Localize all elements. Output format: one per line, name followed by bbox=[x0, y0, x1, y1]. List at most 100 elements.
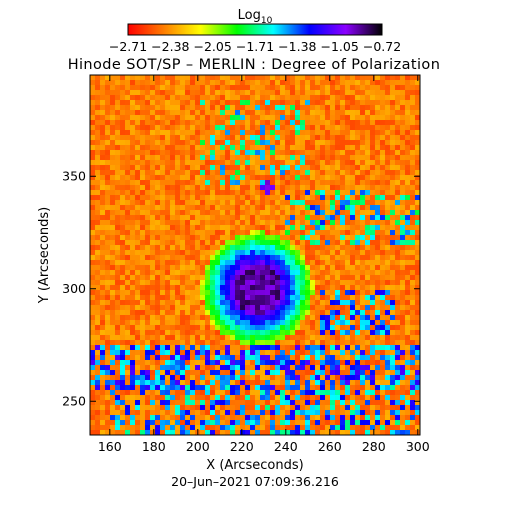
heatmap-cell bbox=[180, 320, 186, 326]
heatmap-cell bbox=[315, 335, 321, 341]
heatmap-cell bbox=[230, 195, 236, 201]
heatmap-cell bbox=[390, 75, 396, 81]
heatmap-cell bbox=[340, 355, 346, 361]
heatmap-cell bbox=[415, 245, 420, 251]
heatmap-cell bbox=[335, 215, 341, 221]
heatmap-cell bbox=[105, 370, 111, 376]
heatmap-cell bbox=[270, 200, 276, 206]
heatmap-cell bbox=[150, 430, 156, 435]
heatmap-cell bbox=[90, 330, 96, 336]
heatmap-cell bbox=[295, 365, 301, 371]
heatmap-cell bbox=[255, 155, 261, 161]
heatmap-cell bbox=[155, 270, 161, 276]
heatmap-cell bbox=[220, 120, 226, 126]
heatmap-cell bbox=[260, 400, 266, 406]
heatmap-cell bbox=[350, 375, 356, 381]
heatmap-cell bbox=[380, 135, 386, 141]
heatmap-cell bbox=[290, 365, 296, 371]
heatmap-cell bbox=[300, 355, 306, 361]
heatmap-cell bbox=[260, 265, 266, 271]
heatmap-cell bbox=[280, 160, 286, 166]
heatmap-cell bbox=[250, 240, 256, 246]
heatmap-cell bbox=[195, 210, 201, 216]
heatmap-cell bbox=[200, 235, 206, 241]
heatmap-cell bbox=[200, 130, 206, 136]
heatmap-cell bbox=[265, 115, 271, 121]
heatmap-cell bbox=[155, 200, 161, 206]
heatmap-cell bbox=[295, 315, 301, 321]
heatmap-cell bbox=[370, 265, 376, 271]
heatmap-cell bbox=[325, 155, 331, 161]
heatmap-cell bbox=[210, 145, 216, 151]
heatmap-cell bbox=[175, 380, 181, 386]
heatmap-cell bbox=[115, 200, 121, 206]
heatmap-cell bbox=[395, 365, 401, 371]
heatmap-cell bbox=[105, 230, 111, 236]
heatmap-cell bbox=[360, 250, 366, 256]
heatmap-cell bbox=[275, 255, 281, 261]
heatmap-cell bbox=[180, 80, 186, 86]
heatmap-cell bbox=[280, 250, 286, 256]
heatmap-cell bbox=[340, 415, 346, 421]
heatmap-cell bbox=[300, 210, 306, 216]
heatmap-cell bbox=[320, 355, 326, 361]
heatmap-cell bbox=[120, 150, 126, 156]
heatmap-cell bbox=[320, 195, 326, 201]
heatmap-cell bbox=[270, 270, 276, 276]
heatmap-cell bbox=[360, 335, 366, 341]
heatmap-cell bbox=[345, 75, 351, 81]
x-tick-label: 280 bbox=[362, 439, 386, 454]
heatmap-cell bbox=[140, 410, 146, 416]
heatmap-cell bbox=[155, 275, 161, 281]
heatmap-cell bbox=[295, 115, 301, 121]
heatmap-cell bbox=[290, 220, 296, 226]
heatmap-cell bbox=[300, 250, 306, 256]
heatmap-cell bbox=[300, 140, 306, 146]
heatmap-cell bbox=[385, 405, 391, 411]
heatmap-cell bbox=[370, 315, 376, 321]
heatmap-cell bbox=[170, 340, 176, 346]
heatmap-cell bbox=[190, 150, 196, 156]
heatmap-cell bbox=[365, 305, 371, 311]
heatmap-cell bbox=[205, 175, 211, 181]
heatmap-cell bbox=[260, 110, 266, 116]
heatmap-cell bbox=[245, 275, 251, 281]
heatmap-cell bbox=[250, 290, 256, 296]
heatmap-cell bbox=[350, 170, 356, 176]
heatmap-cell bbox=[210, 160, 216, 166]
heatmap-cell bbox=[220, 410, 226, 416]
heatmap-cell bbox=[305, 425, 311, 431]
heatmap-cell bbox=[100, 200, 106, 206]
heatmap-cell bbox=[320, 430, 326, 435]
heatmap-cell bbox=[345, 225, 351, 231]
heatmap-cell bbox=[295, 400, 301, 406]
heatmap-cell bbox=[405, 190, 411, 196]
heatmap-cell bbox=[150, 250, 156, 256]
heatmap-cell bbox=[200, 345, 206, 351]
heatmap-cell bbox=[235, 425, 241, 431]
heatmap-cell bbox=[365, 75, 371, 81]
heatmap-cell bbox=[395, 340, 401, 346]
heatmap-cell bbox=[190, 120, 196, 126]
heatmap-cell bbox=[125, 350, 131, 356]
heatmap-cell bbox=[175, 200, 181, 206]
heatmap-cell bbox=[315, 200, 321, 206]
heatmap-cell bbox=[225, 365, 231, 371]
heatmap-cell bbox=[375, 430, 381, 435]
heatmap-cell bbox=[160, 345, 166, 351]
heatmap-cell bbox=[210, 305, 216, 311]
heatmap-cell bbox=[385, 425, 391, 431]
heatmap-cell bbox=[315, 305, 321, 311]
heatmap-cell bbox=[215, 430, 221, 435]
heatmap-cell bbox=[335, 405, 341, 411]
heatmap-cell bbox=[135, 250, 141, 256]
heatmap-cell bbox=[250, 330, 256, 336]
heatmap-cell bbox=[235, 350, 241, 356]
heatmap-cell bbox=[380, 160, 386, 166]
heatmap-cell bbox=[295, 170, 301, 176]
heatmap-cell bbox=[405, 95, 411, 101]
heatmap-cell bbox=[370, 350, 376, 356]
heatmap-cell bbox=[300, 265, 306, 271]
heatmap-cell bbox=[205, 210, 211, 216]
heatmap-cell bbox=[250, 75, 256, 81]
